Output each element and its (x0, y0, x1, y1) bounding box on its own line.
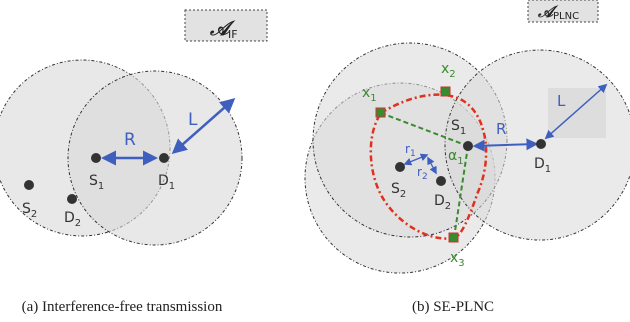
node-s1-b (463, 141, 473, 151)
node-s2 (24, 180, 34, 190)
l-label: L (188, 110, 198, 130)
r-label-b: R (496, 120, 506, 138)
d2-label-b: D2 (434, 193, 451, 212)
x2-label: x2 (441, 61, 456, 80)
badge-a-sub: IF (228, 28, 238, 41)
point-x3 (448, 232, 459, 243)
r-arrow-b (472, 138, 539, 152)
x3-label: x3 (450, 250, 465, 269)
r1-label: r1 (405, 142, 416, 159)
s1-label-b: S1 (451, 118, 466, 137)
panel-a: 𝒜 IF R L S1 D1 S2 D2 (a) Interference-fr… (0, 9, 268, 315)
r1-arrow (403, 153, 429, 166)
badge-b-sub: PLNC (553, 11, 579, 22)
r2-label: r2 (417, 165, 428, 182)
l-label-b: L (557, 92, 566, 110)
r-label: R (124, 130, 136, 150)
point-x1 (375, 107, 386, 118)
node-d2-b (436, 176, 446, 186)
point-x2 (440, 86, 451, 97)
badge-a-plnc: 𝒜 PLNC (527, 0, 599, 23)
l-arrow (171, 98, 236, 154)
node-s1 (91, 153, 101, 163)
l-arrow-b (544, 83, 608, 140)
cluster-boundary (369, 93, 488, 240)
caption-b: (b) SE-PLNC (412, 299, 494, 315)
d1-label: D1 (158, 173, 175, 192)
node-d2 (67, 194, 77, 204)
s2-label: S2 (22, 201, 37, 220)
panel-b: 𝒜 PLNC x1 x2 x3 α1 R L r1 r2 S1 D1 (304, 0, 630, 315)
node-d1-b (536, 139, 546, 149)
alpha-label: α1 (448, 148, 464, 167)
badge-a-if: 𝒜 IF (184, 9, 268, 42)
node-s2-b (395, 162, 405, 172)
r2-arrow (427, 156, 437, 175)
caption-a: (a) Interference-free transmission (22, 299, 223, 315)
d1-label-b: D1 (534, 156, 551, 175)
s2-label-b: S2 (391, 181, 406, 200)
node-d1 (159, 153, 169, 163)
s1-label: S1 (89, 173, 104, 192)
d2-label: D2 (64, 210, 81, 229)
x1-label: x1 (362, 85, 377, 104)
